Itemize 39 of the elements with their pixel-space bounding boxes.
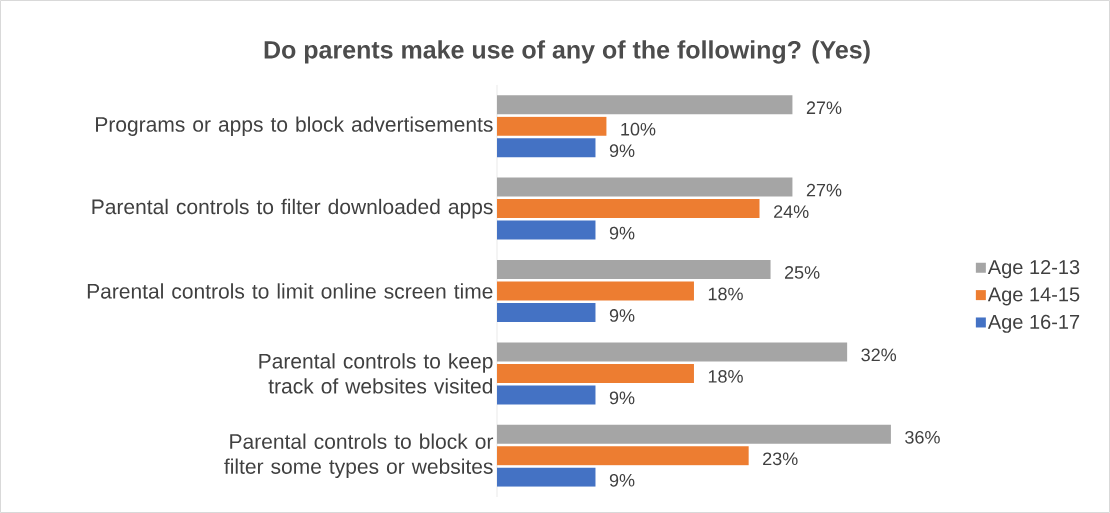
bar <box>497 424 891 444</box>
bar <box>497 95 793 115</box>
bar <box>497 116 607 136</box>
legend-label: Age 12-13 <box>987 260 1080 279</box>
y-tick-label: Parental controls to limit online screen time <box>87 283 493 299</box>
data-label: 9% <box>609 473 635 487</box>
data-label: 9% <box>609 144 635 158</box>
bar <box>497 138 596 158</box>
legend-label: Age 14-15 <box>987 287 1080 306</box>
data-label: 18% <box>708 287 743 301</box>
bar <box>497 220 596 240</box>
data-label: 27% <box>806 101 842 115</box>
bar <box>497 303 596 322</box>
data-label: 24% <box>774 205 809 218</box>
y-tick-label: Parental controls to filter downloaded apps <box>92 198 493 219</box>
data-label: 18% <box>708 370 743 383</box>
data-label: 10% <box>621 122 656 136</box>
bar <box>497 281 694 301</box>
data-label: 27% <box>806 183 842 197</box>
bar <box>497 385 596 405</box>
chart-title: Do parents make use of any of the following? (Yes) <box>264 40 870 64</box>
y-tick-label: Programs or apps to block advertisements <box>96 116 493 136</box>
legend-label: Age 16-17 <box>987 314 1080 333</box>
bar <box>497 467 596 487</box>
bar <box>497 446 749 466</box>
data-label: 25% <box>784 266 820 279</box>
bar <box>497 199 760 219</box>
data-label: 9% <box>609 391 635 405</box>
data-label: 32% <box>861 348 897 362</box>
bar <box>497 342 848 362</box>
y-tick-label: Parental controls to block or filter some types or websites <box>224 433 494 479</box>
y-tick-label: Parental controls to keep track of websites visited <box>259 353 493 394</box>
bar <box>497 177 793 197</box>
data-label: 36% <box>905 430 940 444</box>
data-label: 9% <box>609 309 635 322</box>
data-label: 23% <box>763 452 798 466</box>
bar <box>497 363 694 383</box>
bar <box>497 260 771 279</box>
data-label: 9% <box>609 226 635 240</box>
